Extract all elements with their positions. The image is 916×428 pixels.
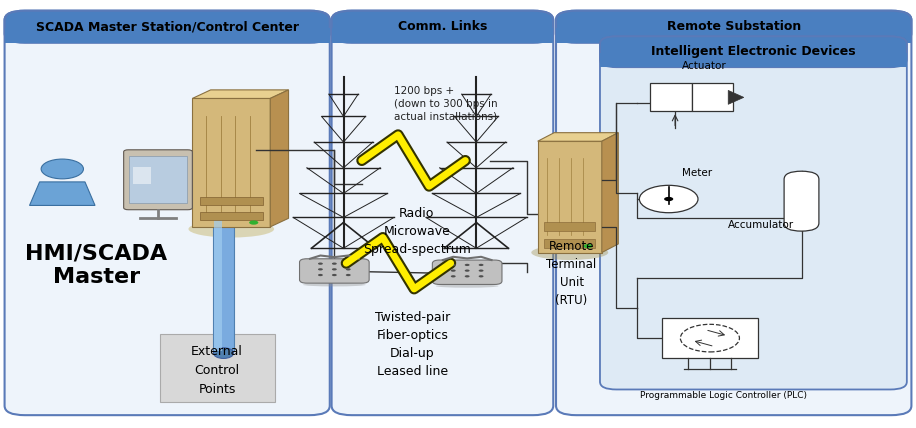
FancyBboxPatch shape [784, 171, 819, 231]
FancyBboxPatch shape [556, 11, 911, 43]
Bar [600, 54, 907, 67]
Circle shape [479, 275, 484, 277]
Circle shape [332, 262, 337, 265]
FancyBboxPatch shape [332, 11, 553, 415]
Circle shape [451, 264, 455, 266]
Text: Remote Substation: Remote Substation [667, 20, 801, 33]
Circle shape [451, 275, 455, 277]
Circle shape [479, 270, 484, 272]
Text: Comm. Links: Comm. Links [398, 20, 487, 33]
Polygon shape [29, 182, 95, 205]
Circle shape [318, 274, 322, 276]
Bar [129, 156, 187, 203]
FancyBboxPatch shape [124, 150, 192, 210]
Circle shape [664, 197, 673, 201]
Bar [692, 83, 733, 111]
Bar [192, 98, 270, 227]
Bar [662, 318, 758, 358]
Circle shape [332, 268, 337, 270]
Bar [538, 141, 602, 253]
Bar [200, 197, 263, 205]
Ellipse shape [213, 348, 234, 359]
Circle shape [464, 275, 470, 277]
Text: Meter: Meter [682, 168, 713, 178]
Text: SCADA Master Station/Control Center: SCADA Master Station/Control Center [36, 20, 299, 33]
Text: HMI/SCADA
Master: HMI/SCADA Master [25, 244, 168, 287]
Circle shape [346, 268, 351, 270]
FancyBboxPatch shape [556, 11, 911, 415]
Polygon shape [602, 133, 618, 253]
Circle shape [583, 244, 593, 248]
Bar [213, 214, 234, 351]
Bar [544, 239, 595, 248]
Ellipse shape [189, 220, 274, 238]
Circle shape [332, 274, 337, 276]
Circle shape [41, 159, 83, 179]
FancyBboxPatch shape [300, 259, 369, 283]
Text: Intelligent Electronic Devices: Intelligent Electronic Devices [651, 45, 856, 58]
Ellipse shape [303, 283, 365, 286]
Circle shape [639, 185, 698, 213]
Circle shape [318, 268, 322, 270]
Ellipse shape [531, 245, 608, 260]
FancyBboxPatch shape [5, 11, 330, 415]
Circle shape [249, 220, 258, 225]
Circle shape [346, 274, 351, 276]
Circle shape [464, 264, 470, 266]
FancyBboxPatch shape [600, 36, 907, 67]
Bar [650, 83, 692, 111]
Circle shape [464, 270, 470, 272]
Text: Programmable Logic Controller (PLC): Programmable Logic Controller (PLC) [640, 391, 807, 401]
Circle shape [681, 324, 739, 352]
Text: 1200 bps +
(down to 300 bps in
actual installations): 1200 bps + (down to 300 bps in actual in… [394, 86, 497, 122]
Polygon shape [270, 90, 289, 227]
Circle shape [451, 270, 455, 272]
Text: Twisted-pair
Fiber-optics
Dial-up
Leased line: Twisted-pair Fiber-optics Dial-up Leased… [375, 311, 450, 378]
Bar [214, 214, 222, 351]
FancyBboxPatch shape [600, 36, 907, 389]
Polygon shape [192, 90, 289, 98]
Polygon shape [538, 133, 618, 141]
Circle shape [479, 264, 484, 266]
Circle shape [318, 262, 322, 265]
FancyBboxPatch shape [160, 334, 275, 402]
Bar [200, 212, 263, 220]
Bar [5, 28, 330, 43]
Text: External
Control
Points: External Control Points [191, 345, 243, 396]
Bar [133, 167, 151, 184]
Polygon shape [728, 90, 744, 104]
Text: Radio
Microwave
Spread-spectrum: Radio Microwave Spread-spectrum [363, 207, 471, 256]
Text: Actuator: Actuator [682, 61, 727, 71]
FancyBboxPatch shape [332, 11, 553, 43]
Ellipse shape [436, 285, 498, 288]
Text: Remote
Terminal
Unit
(RTU): Remote Terminal Unit (RTU) [547, 241, 596, 307]
Text: Accumulator: Accumulator [728, 220, 794, 230]
FancyBboxPatch shape [5, 11, 330, 43]
FancyBboxPatch shape [432, 260, 502, 285]
Bar [332, 28, 553, 43]
Bar [556, 28, 911, 43]
Circle shape [346, 262, 351, 265]
Bar [544, 222, 595, 231]
